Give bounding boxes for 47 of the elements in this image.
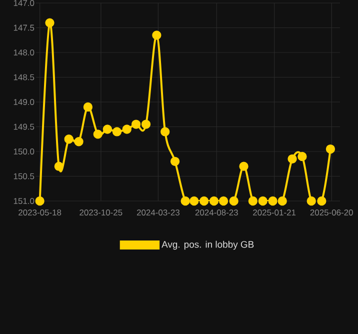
point xyxy=(317,196,326,206)
y-tick-label: 147.5 xyxy=(14,24,34,31)
y-tick-label: 149.0 xyxy=(14,99,34,105)
point xyxy=(141,120,151,129)
x-tick-label: 2023-10-25 xyxy=(80,210,122,216)
y-tick-label: 149.5 xyxy=(14,124,34,130)
point xyxy=(229,196,238,206)
point xyxy=(209,196,219,206)
point xyxy=(248,196,258,206)
point xyxy=(306,196,316,206)
point xyxy=(199,196,209,206)
point xyxy=(54,162,64,171)
point xyxy=(180,196,190,206)
point xyxy=(160,127,170,136)
x-tick-label: 2023-05-18 xyxy=(18,210,62,216)
point xyxy=(170,156,180,166)
point xyxy=(35,196,44,206)
point xyxy=(131,120,141,129)
x-tick-label: 2024-03-23 xyxy=(136,210,180,216)
y-tick-label: 151.0 xyxy=(14,198,34,204)
point xyxy=(326,144,336,154)
point xyxy=(218,196,228,206)
y-tick-label: 148.5 xyxy=(14,74,34,80)
x-tick-label: 2025-06-20 xyxy=(310,210,353,216)
point xyxy=(83,102,93,112)
point xyxy=(258,196,268,206)
point xyxy=(45,18,54,28)
point xyxy=(112,127,122,136)
point xyxy=(74,137,84,146)
x-tick-label: 2025-01-21 xyxy=(253,210,296,216)
point xyxy=(190,196,199,206)
y-tick-label: 148.0 xyxy=(14,50,34,56)
point xyxy=(278,196,287,206)
point xyxy=(298,152,307,162)
x-tick-label: 2024-08-23 xyxy=(195,210,238,216)
legend-label: Avg. pos. in lobby GB xyxy=(162,240,254,250)
point xyxy=(102,124,112,134)
point xyxy=(239,162,248,171)
point xyxy=(64,134,74,144)
y-tick-label: 147.0 xyxy=(14,0,34,6)
point xyxy=(93,130,102,139)
point xyxy=(268,196,278,206)
point xyxy=(122,124,132,134)
point xyxy=(152,30,162,40)
point xyxy=(288,154,297,164)
y-tick-label: 150.0 xyxy=(14,148,34,154)
y-tick-label: 150.5 xyxy=(14,173,34,180)
